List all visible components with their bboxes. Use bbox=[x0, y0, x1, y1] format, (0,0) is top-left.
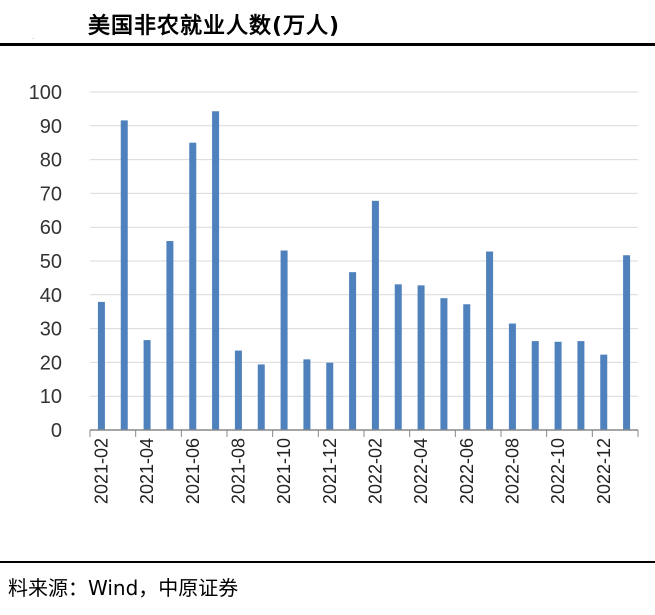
y-tick-label: 50 bbox=[40, 251, 62, 273]
bar bbox=[531, 341, 539, 430]
y-tick-label: 70 bbox=[40, 183, 62, 205]
bar-chart: 0 10 20 30 40 50 60 70 80 90 100 2021-02 2021-04 2021… bbox=[29, 82, 639, 504]
bar bbox=[554, 341, 562, 430]
y-tick-label: 10 bbox=[40, 386, 62, 408]
bar bbox=[326, 362, 334, 430]
bar bbox=[143, 340, 151, 430]
bar bbox=[97, 301, 105, 430]
bar bbox=[486, 251, 494, 430]
y-tick-label: 100 bbox=[29, 82, 62, 104]
bar bbox=[349, 272, 357, 430]
y-tick-label: 30 bbox=[40, 319, 62, 341]
x-tick-label: 2022-10 bbox=[548, 438, 568, 504]
y-tick-label: 60 bbox=[40, 217, 62, 239]
x-tick-label: 2021-02 bbox=[91, 438, 111, 504]
y-tick-label: 80 bbox=[40, 150, 62, 172]
y-tick-label: 40 bbox=[40, 285, 62, 307]
x-tick-label: 2022-06 bbox=[457, 438, 477, 504]
chart-title: 美国非农就业人数(万人) bbox=[88, 14, 341, 39]
x-tick-label: 2022-04 bbox=[411, 438, 431, 504]
bar bbox=[212, 111, 220, 431]
bar bbox=[600, 354, 608, 430]
bar bbox=[394, 284, 402, 430]
x-tick-label: 2022-12 bbox=[594, 438, 614, 504]
bar bbox=[371, 200, 379, 430]
bar bbox=[417, 285, 425, 430]
x-tick-label: 2021-10 bbox=[274, 438, 294, 504]
y-tick-label: 0 bbox=[51, 420, 62, 442]
source-note: 料来源：Wind，中原证券 bbox=[8, 576, 239, 600]
bar bbox=[280, 250, 288, 430]
bar bbox=[440, 298, 448, 430]
title-rule bbox=[0, 43, 655, 46]
bar bbox=[577, 341, 585, 430]
x-tick-label: 2021-12 bbox=[320, 438, 340, 504]
x-tick-label: 2021-08 bbox=[228, 438, 248, 504]
bar bbox=[508, 323, 516, 430]
x-tick-label: 2021-06 bbox=[183, 438, 203, 504]
bar bbox=[120, 120, 128, 430]
bar bbox=[257, 364, 265, 430]
bar bbox=[623, 255, 631, 430]
bar bbox=[189, 142, 197, 430]
decorative-dot: · bbox=[32, 36, 34, 43]
bar bbox=[463, 304, 471, 430]
x-tick-label: 2021-04 bbox=[137, 438, 157, 504]
bar bbox=[166, 241, 174, 430]
x-tick-label: 2022-02 bbox=[365, 438, 385, 504]
bar bbox=[234, 350, 242, 430]
bar bbox=[303, 359, 311, 430]
y-tick-label: 90 bbox=[40, 116, 62, 138]
x-tick-label: 2022-08 bbox=[502, 438, 522, 504]
y-tick-label: 20 bbox=[40, 352, 62, 374]
source-rule bbox=[0, 561, 655, 563]
